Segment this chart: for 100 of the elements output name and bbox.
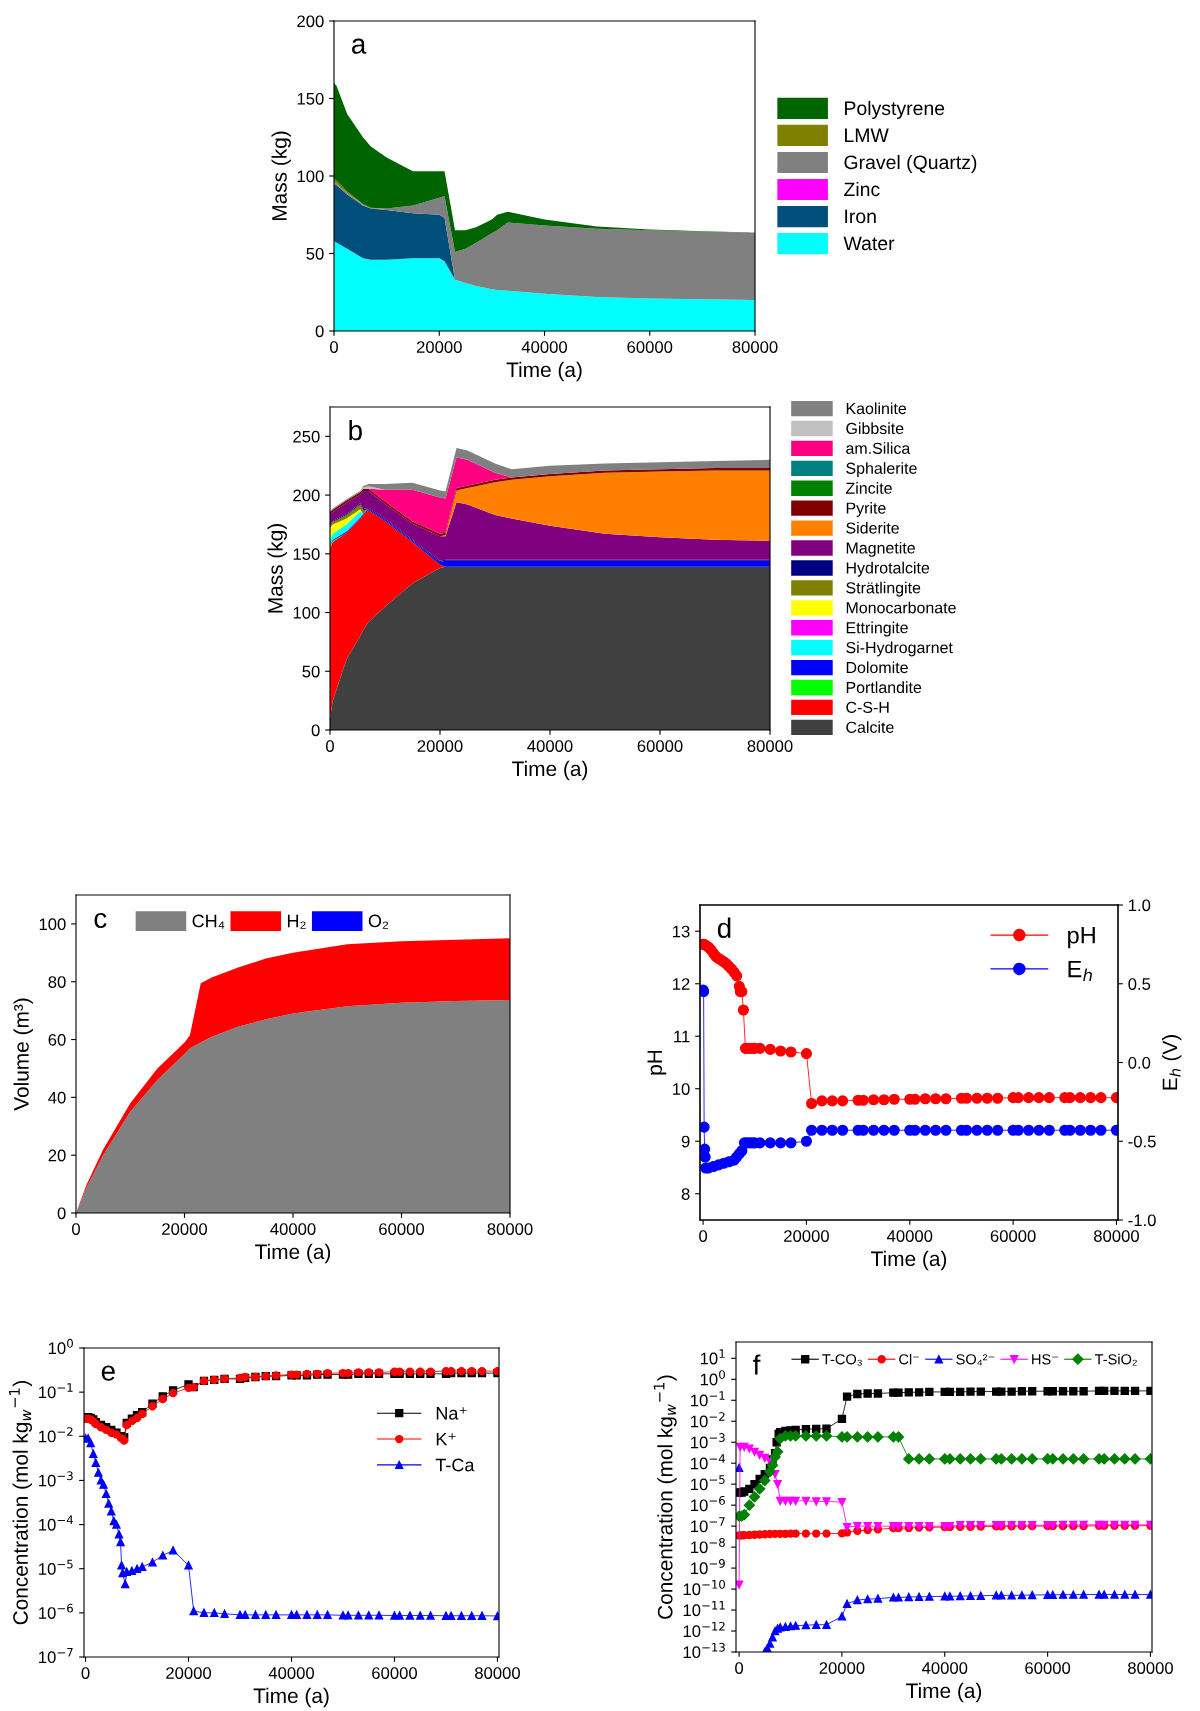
legend-label: CH₄ bbox=[192, 914, 225, 929]
y-tick-label: 10 bbox=[673, 1083, 690, 1095]
y-tick-label: 100 bbox=[297, 170, 324, 183]
y-tick-label: 10$^{0}$ bbox=[700, 1370, 725, 1386]
y-tick-label: 10$^{−6}$ bbox=[39, 1603, 73, 1619]
annotation: a bbox=[352, 38, 367, 54]
legend-label: Calcite bbox=[846, 721, 894, 733]
legend-label: Na⁺ bbox=[436, 1407, 467, 1420]
y-tick-label: 40 bbox=[48, 1091, 66, 1104]
annotation: e bbox=[101, 1365, 115, 1381]
x-axis-title: Time (a) bbox=[906, 1682, 982, 1703]
x-tick-label: 60000 bbox=[627, 341, 673, 353]
y-axis-title: Concentration (mol kg$_{w}$$^{−1}$) bbox=[653, 1375, 677, 1619]
x-tick-label: 80000 bbox=[475, 1667, 520, 1679]
y2-axis-title: E$_{h}$ (V) bbox=[1161, 1035, 1182, 1090]
x-tick-label: 0 bbox=[330, 341, 338, 353]
x-axis-title: Time (a) bbox=[255, 1243, 331, 1264]
y-tick-label: 13 bbox=[673, 925, 690, 938]
legend-label: Strätlingite bbox=[846, 581, 921, 597]
y-tick-label: 10$^{−9}$ bbox=[691, 1558, 725, 1575]
x-tick-label: 20000 bbox=[784, 1230, 829, 1242]
x-tick-label: 40000 bbox=[527, 740, 573, 752]
y-tick-label: 10$^{−7}$ bbox=[691, 1517, 725, 1533]
y-axis-title: Concentration (mol kg$_{w}$$^{−1}$) bbox=[9, 1381, 33, 1625]
y-tick-label: 11 bbox=[674, 1030, 690, 1043]
x-axis-title: Time (a) bbox=[506, 361, 582, 382]
y2-tick-label: 1.0 bbox=[1128, 899, 1151, 912]
x-tick-label: 20000 bbox=[166, 1667, 212, 1679]
x-tick-label: 60000 bbox=[637, 740, 683, 752]
legend-label: Zincite bbox=[846, 482, 892, 494]
y-tick-label: 10$^{−5}$ bbox=[691, 1475, 725, 1491]
y2-tick-label: 0.5 bbox=[1128, 978, 1151, 990]
x-tick-label: 80000 bbox=[1094, 1230, 1139, 1242]
legend-label: T-SiO₂ bbox=[1094, 1353, 1137, 1366]
legend-label: Monocarbonate bbox=[846, 601, 956, 614]
x-axis-title: Time (a) bbox=[253, 1687, 329, 1708]
x-tick-label: 20000 bbox=[819, 1662, 865, 1674]
legend-label: H₂ bbox=[287, 914, 306, 929]
x-tick-label: 80000 bbox=[1128, 1662, 1173, 1674]
y-tick-label: 10$^{0}$ bbox=[48, 1338, 73, 1355]
y-tick-label: 10$^{−2}$ bbox=[39, 1427, 73, 1443]
annotation: b bbox=[349, 419, 362, 441]
y-tick-label: 10$^{−6}$ bbox=[691, 1496, 725, 1512]
y-tick-label: 10$^{−1}$ bbox=[691, 1391, 725, 1407]
y-axis-title: Mass (kg) bbox=[271, 131, 291, 221]
legend-label: Hydrotalcite bbox=[846, 561, 930, 577]
legend-label: Portlandite bbox=[846, 681, 922, 694]
legend-label: Water bbox=[843, 236, 895, 251]
legend-label: LMW bbox=[845, 128, 889, 142]
y-tick-label: 250 bbox=[293, 430, 320, 443]
x-tick-label: 60000 bbox=[372, 1667, 417, 1679]
legend-label: Pyrite bbox=[846, 502, 886, 517]
x-tick-label: 0 bbox=[81, 1667, 90, 1679]
y-tick-label: 200 bbox=[293, 489, 320, 502]
y-tick-label: 10$^{−4}$ bbox=[39, 1515, 74, 1531]
y-tick-label: 10$^{−3}$ bbox=[691, 1433, 725, 1449]
y-tick-label: 0 bbox=[311, 724, 320, 737]
y-tick-label: 10$^{−4}$ bbox=[691, 1454, 726, 1470]
x-tick-label: 80000 bbox=[487, 1223, 533, 1235]
legend-label: Kaolinite bbox=[846, 402, 907, 415]
x-tick-label: 40000 bbox=[268, 1667, 315, 1679]
legend-label: Iron bbox=[845, 209, 876, 224]
annotation: d bbox=[717, 917, 731, 938]
y-tick-label: 12 bbox=[673, 978, 690, 990]
x-tick-label: 60000 bbox=[1025, 1662, 1071, 1674]
y-tick-label: 50 bbox=[302, 665, 320, 678]
y-tick-label: 10$^{−11}$ bbox=[683, 1601, 725, 1617]
y-axis-title: Volume (m³) bbox=[13, 998, 33, 1111]
legend-label: SO₄²⁻ bbox=[956, 1354, 995, 1366]
legend-label: Si-Hydrogarnet bbox=[846, 641, 953, 657]
y-tick-label: 200 bbox=[297, 15, 324, 28]
y-tick-label: 20 bbox=[48, 1149, 66, 1162]
legend-label: am.Silica bbox=[846, 442, 911, 454]
x-tick-label: 40000 bbox=[886, 1230, 933, 1242]
legend-label: E$_{h}$ bbox=[1068, 960, 1092, 981]
legend-label: Dolomite bbox=[846, 661, 908, 674]
y-tick-label: 150 bbox=[297, 92, 324, 105]
legend-label: T-CO₃ bbox=[822, 1354, 862, 1366]
annotation: f bbox=[753, 1354, 761, 1375]
legend-label: T-Ca bbox=[435, 1458, 475, 1472]
y-tick-label: 10$^{−7}$ bbox=[39, 1648, 73, 1664]
legend-label: HS⁻ bbox=[1032, 1354, 1058, 1365]
x-tick-label: 60000 bbox=[990, 1230, 1036, 1242]
legend-label: Gravel (Quartz) bbox=[844, 154, 977, 174]
legend-label: Siderite bbox=[846, 521, 899, 534]
y2-tick-label: 0.0 bbox=[1128, 1056, 1151, 1069]
x-tick-label: 40000 bbox=[921, 1662, 968, 1674]
y2-tick-label: -0.5 bbox=[1128, 1135, 1156, 1148]
y-tick-label: 10$^{−1}$ bbox=[39, 1383, 73, 1399]
x-axis-title: Time (a) bbox=[512, 760, 588, 781]
y-tick-label: 10$^{−8}$ bbox=[691, 1537, 725, 1554]
y-tick-label: 0 bbox=[57, 1207, 66, 1220]
x-tick-label: 20000 bbox=[162, 1223, 208, 1235]
x-tick-label: 80000 bbox=[747, 740, 793, 752]
y-tick-label: 10$^{−5}$ bbox=[39, 1559, 73, 1575]
legend-label: Cl⁻ bbox=[899, 1353, 919, 1365]
legend-label: Gibbsite bbox=[846, 422, 904, 435]
legend-label: pH bbox=[1068, 927, 1095, 949]
y-tick-label: 150 bbox=[293, 548, 320, 561]
y-axis-title: Mass (kg) bbox=[267, 524, 287, 613]
